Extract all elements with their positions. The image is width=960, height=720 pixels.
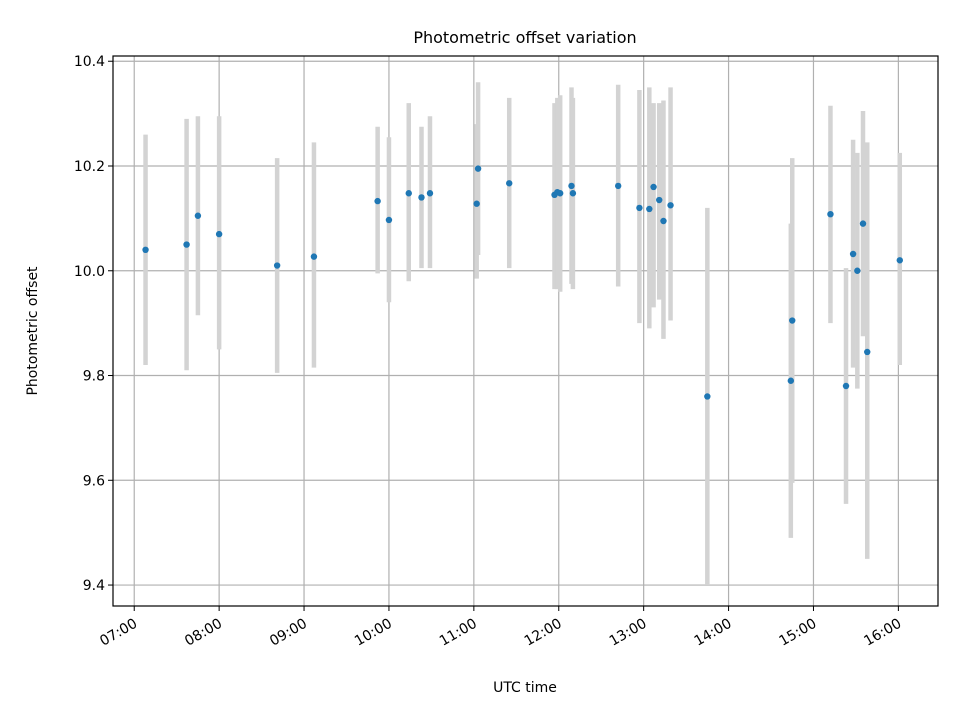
data-point	[183, 241, 190, 248]
y-axis-ticks: 9.4 9.6 9.8 10.0 10.2 10.4	[74, 54, 113, 594]
data-point	[374, 197, 381, 205]
data-point	[842, 382, 850, 390]
y-tick-label: 10.2	[74, 159, 105, 175]
x-axis-label: UTC time	[493, 680, 557, 696]
data-point	[650, 183, 657, 191]
data-point	[568, 182, 575, 190]
data-point	[569, 190, 577, 197]
plot-area	[113, 56, 938, 606]
data-points	[142, 165, 903, 400]
data-point	[474, 165, 482, 172]
data-point	[418, 194, 425, 201]
data-point	[646, 205, 653, 213]
y-tick-label: 10.0	[74, 264, 105, 280]
y-tick-label: 9.8	[83, 369, 105, 385]
data-point	[660, 217, 667, 225]
data-point	[426, 190, 434, 197]
data-point	[405, 190, 412, 197]
y-tick-label: 9.6	[83, 473, 105, 489]
data-point	[142, 246, 149, 254]
data-point	[789, 317, 796, 324]
y-tick-label: 10.4	[74, 54, 105, 70]
data-point	[614, 182, 622, 190]
axes-frame	[112, 55, 939, 607]
data-point	[864, 348, 871, 356]
data-point	[310, 253, 318, 260]
data-point	[194, 212, 202, 219]
data-point	[827, 210, 834, 218]
data-point	[859, 220, 867, 227]
data-point	[385, 216, 393, 224]
data-point	[704, 393, 711, 400]
data-point	[849, 250, 857, 258]
data-point	[667, 202, 674, 209]
chart-title: Photometric offset variation	[413, 28, 636, 47]
data-point	[556, 190, 564, 197]
data-point	[656, 196, 663, 204]
data-point	[896, 257, 903, 264]
data-point	[636, 204, 643, 212]
y-tick-label: 9.4	[83, 578, 105, 594]
data-point	[473, 200, 480, 207]
data-point	[854, 267, 861, 274]
data-point	[215, 230, 223, 238]
data-point	[273, 262, 281, 269]
data-point	[787, 377, 795, 384]
y-axis-label: Photometric offset	[25, 266, 41, 396]
data-point	[506, 180, 513, 187]
